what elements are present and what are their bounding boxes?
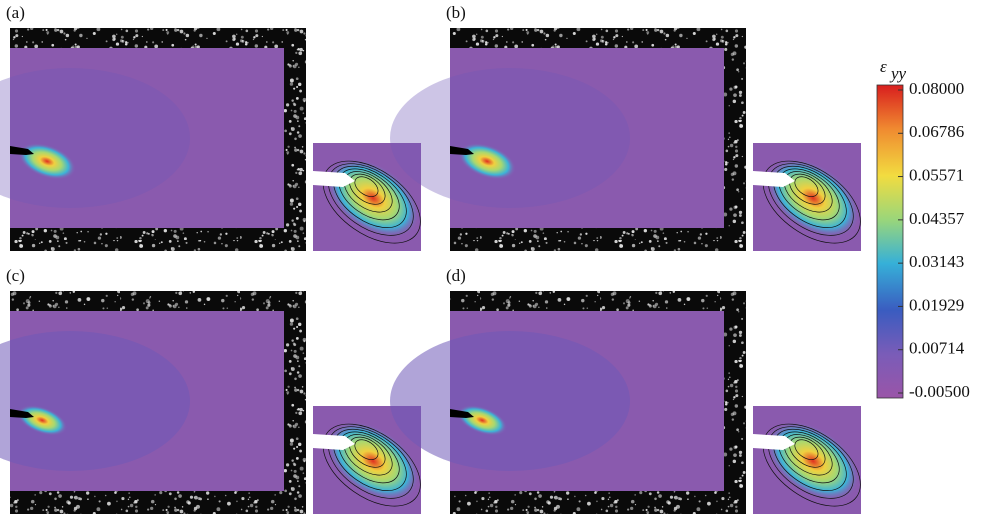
panel-label: (a) (6, 3, 25, 22)
panel: (b) (390, 3, 875, 260)
colorbar-tick-label: -0.00500 (909, 382, 970, 401)
colorbar-tick-label: 0.01929 (909, 295, 964, 314)
colorbar-subscript: yy (889, 64, 907, 83)
panel-label: (d) (446, 266, 466, 285)
colorbar-tick-label: 0.04357 (909, 209, 965, 228)
panels: (a) (b) (c) (d) (0, 3, 875, 523)
panel: (d) (390, 266, 875, 523)
panel: (a) (0, 3, 435, 260)
panel: (c) (0, 266, 435, 523)
field-shade (390, 331, 630, 471)
colorbar-tick-label: 0.05571 (909, 165, 964, 184)
panel-label: (b) (446, 3, 466, 22)
colorbar-tick-label: 0.06786 (909, 122, 964, 141)
figure: (a) (b) (c) (d) ε yy 0.08000 0.06786 0.05571 0… (0, 0, 990, 527)
field-shade (390, 68, 630, 208)
colorbar-gradient (877, 85, 903, 398)
colorbar-tick-label: 0.03143 (909, 252, 964, 271)
colorbar-symbol: ε (880, 57, 887, 76)
panel-label: (c) (6, 266, 25, 285)
colorbar: ε yy 0.08000 0.06786 0.05571 0.04357 0.03143… (877, 57, 970, 401)
colorbar-tick-label: 0.00714 (909, 339, 965, 358)
colorbar-tick-label: 0.08000 (909, 79, 964, 98)
